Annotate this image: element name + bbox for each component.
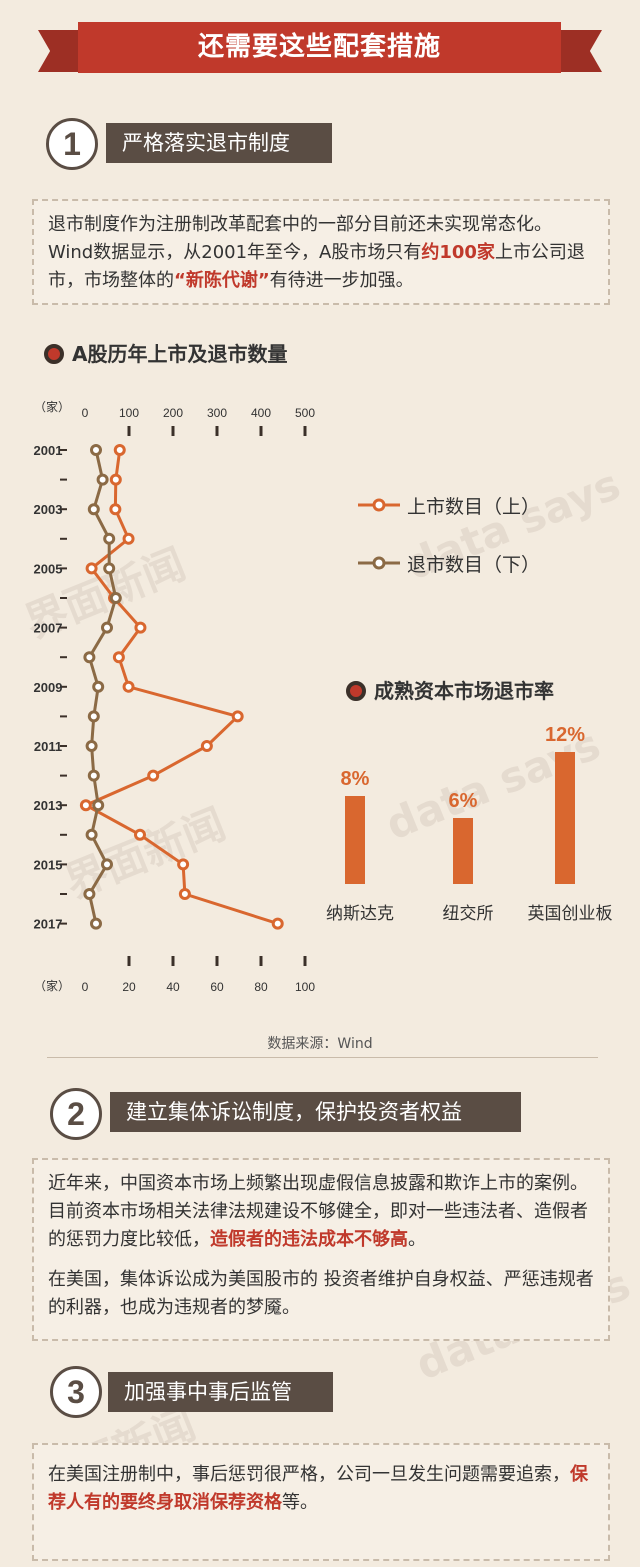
bottom-axis-tick-label: 60 [210, 980, 224, 994]
delisting-point [85, 740, 98, 752]
year-label: 2009 [34, 680, 63, 695]
highlight-sponsor: 保荐人有的要终身取消保荐资格 [48, 1464, 588, 1513]
data-source: 数据来源：Wind [267, 1036, 373, 1052]
top-axis-tick-label: 100 [119, 406, 139, 420]
top-axis-tick-label: 500 [295, 406, 315, 420]
delisting-point [85, 828, 98, 841]
year-label: 2005 [34, 561, 63, 576]
delisting-point [92, 680, 105, 693]
bullet-icon [44, 344, 64, 364]
bottom-axis-tick-label: 100 [295, 980, 315, 994]
delisting-point [90, 444, 102, 456]
top-axis-tick-label: 0 [82, 406, 89, 420]
top-axis-tick-label: 400 [251, 406, 271, 420]
delisting-point [87, 503, 100, 516]
year-label: 2015 [34, 857, 63, 872]
highlight-metabolism: “新陈代谢” [174, 270, 270, 291]
year-label: 2003 [34, 502, 63, 517]
bottom-axis-tick-label: 80 [254, 980, 268, 994]
listing-point [85, 562, 98, 575]
bar-value-label: 12% [545, 724, 585, 746]
section1-paragraph: 退市制度作为注册制改革配套中的一部分目前还未实现常态化。Wind数据显示，从20… [48, 214, 585, 291]
year-label: 2007 [34, 621, 63, 636]
listing-point [178, 888, 191, 900]
bar-category-label: 纳斯达克 [326, 904, 394, 923]
section-title-1: 严格落实退市制度 [106, 123, 332, 163]
listing-point [122, 680, 135, 693]
bar-1 [345, 796, 365, 884]
bottom-axis-unit: （家） [34, 978, 70, 993]
bottom-axis-tick-label: 40 [166, 980, 180, 994]
listing-point [271, 917, 284, 930]
bar-category-label: 英国创业板 [528, 904, 613, 923]
listing-point [147, 769, 160, 782]
bar-2 [453, 818, 473, 884]
delisting-rate-chart: 8% 纳斯达克 6% 纽交所 12% 英国创业板 [326, 724, 613, 923]
highlight-low-cost: 造假者的违法成本不够高 [210, 1229, 408, 1250]
listing-point [109, 503, 122, 516]
chart-legend [358, 498, 400, 570]
series-line-listing [82, 449, 279, 926]
highlight-delisting-count: 约100家 [421, 242, 495, 263]
legend-marker-listing [372, 498, 386, 512]
bottom-axis-tick-label: 0 [82, 980, 89, 994]
delisting-point [90, 917, 102, 930]
section-number-3: 3 [50, 1366, 102, 1418]
delisting-point [101, 621, 113, 634]
section3-paragraph: 在美国注册制中，事后惩罚很严格，公司一旦发生问题需要追索，保荐人有的要终身取消保… [48, 1464, 588, 1513]
year-label: 2001 [34, 443, 63, 458]
bar-3 [555, 752, 575, 884]
bar-chart-title: 成熟资本市场退市率 [346, 675, 554, 704]
listing-point [177, 858, 190, 871]
line-chart-title: A股历年上市及退市数量 [44, 338, 287, 367]
page-title: 还需要这些配套措施 [78, 22, 561, 73]
divider [47, 1057, 598, 1058]
listing-point [200, 740, 213, 752]
listing-point [112, 651, 125, 664]
listing-point [113, 444, 126, 456]
section-number-2: 2 [50, 1088, 102, 1140]
listing-point [79, 799, 92, 812]
listing-point [134, 621, 147, 634]
section2-paragraph-1: 近年来，中国资本市场上频繁出现虚假信息披露和欺诈上市的案例。目前资本市场相关法律… [48, 1173, 588, 1250]
legend-label-listing: 上市数目（上） [407, 496, 541, 518]
delisting-point [83, 888, 96, 900]
top-axis-unit: （家） [34, 399, 70, 414]
delisting-point [103, 562, 116, 575]
listing-point [109, 473, 122, 486]
bar-value-label: 8% [341, 768, 370, 790]
listing-point [231, 710, 244, 723]
legend-marker-delisting [372, 556, 386, 570]
section3-textbox: 在美国注册制中，事后惩罚很严格，公司一旦发生问题需要追索，保荐人有的要终身取消保… [32, 1443, 610, 1561]
delisting-point [103, 532, 116, 545]
section1-textbox: 退市制度作为注册制改革配套中的一部分目前还未实现常态化。Wind数据显示，从20… [32, 199, 610, 305]
delisting-point [87, 769, 100, 782]
delisting-point [101, 858, 113, 871]
top-axis-tick-label: 300 [207, 406, 227, 420]
delisting-point [96, 473, 109, 486]
bar-category-label: 纽交所 [443, 904, 494, 923]
listing-point [134, 828, 146, 841]
year-label: 2013 [34, 798, 63, 813]
section-title-2: 建立集体诉讼制度，保护投资者权益 [110, 1092, 521, 1132]
legend-label-delisting: 退市数目（下） [407, 554, 541, 576]
bullet-icon [346, 681, 366, 701]
listing-point [122, 532, 135, 545]
delisting-point [87, 710, 100, 723]
year-label: 2011 [34, 739, 62, 754]
delisting-point [83, 651, 96, 664]
section2-textbox: 近年来，中国资本市场上频繁出现虚假信息披露和欺诈上市的案例。目前资本市场相关法律… [32, 1158, 610, 1341]
bar-value-label: 6% [449, 790, 478, 812]
section2-paragraph-2: 在美国，集体诉讼成为美国股市的 投资者维护自身权益、严惩违规者的利器，也成为违规… [48, 1269, 594, 1318]
section-title-3: 加强事中事后监管 [108, 1372, 333, 1412]
delisting-point [92, 799, 105, 812]
section-number-1: 1 [46, 118, 98, 170]
top-axis-tick-label: 200 [163, 406, 183, 420]
bottom-axis-tick-label: 20 [122, 980, 136, 994]
delisting-point [109, 592, 122, 604]
listing-delisting-chart: （家） 0 100 200 300 400 500 （家） 0 20 40 60 80 100 2001 20… [34, 399, 316, 994]
year-label: 2017 [34, 917, 63, 932]
